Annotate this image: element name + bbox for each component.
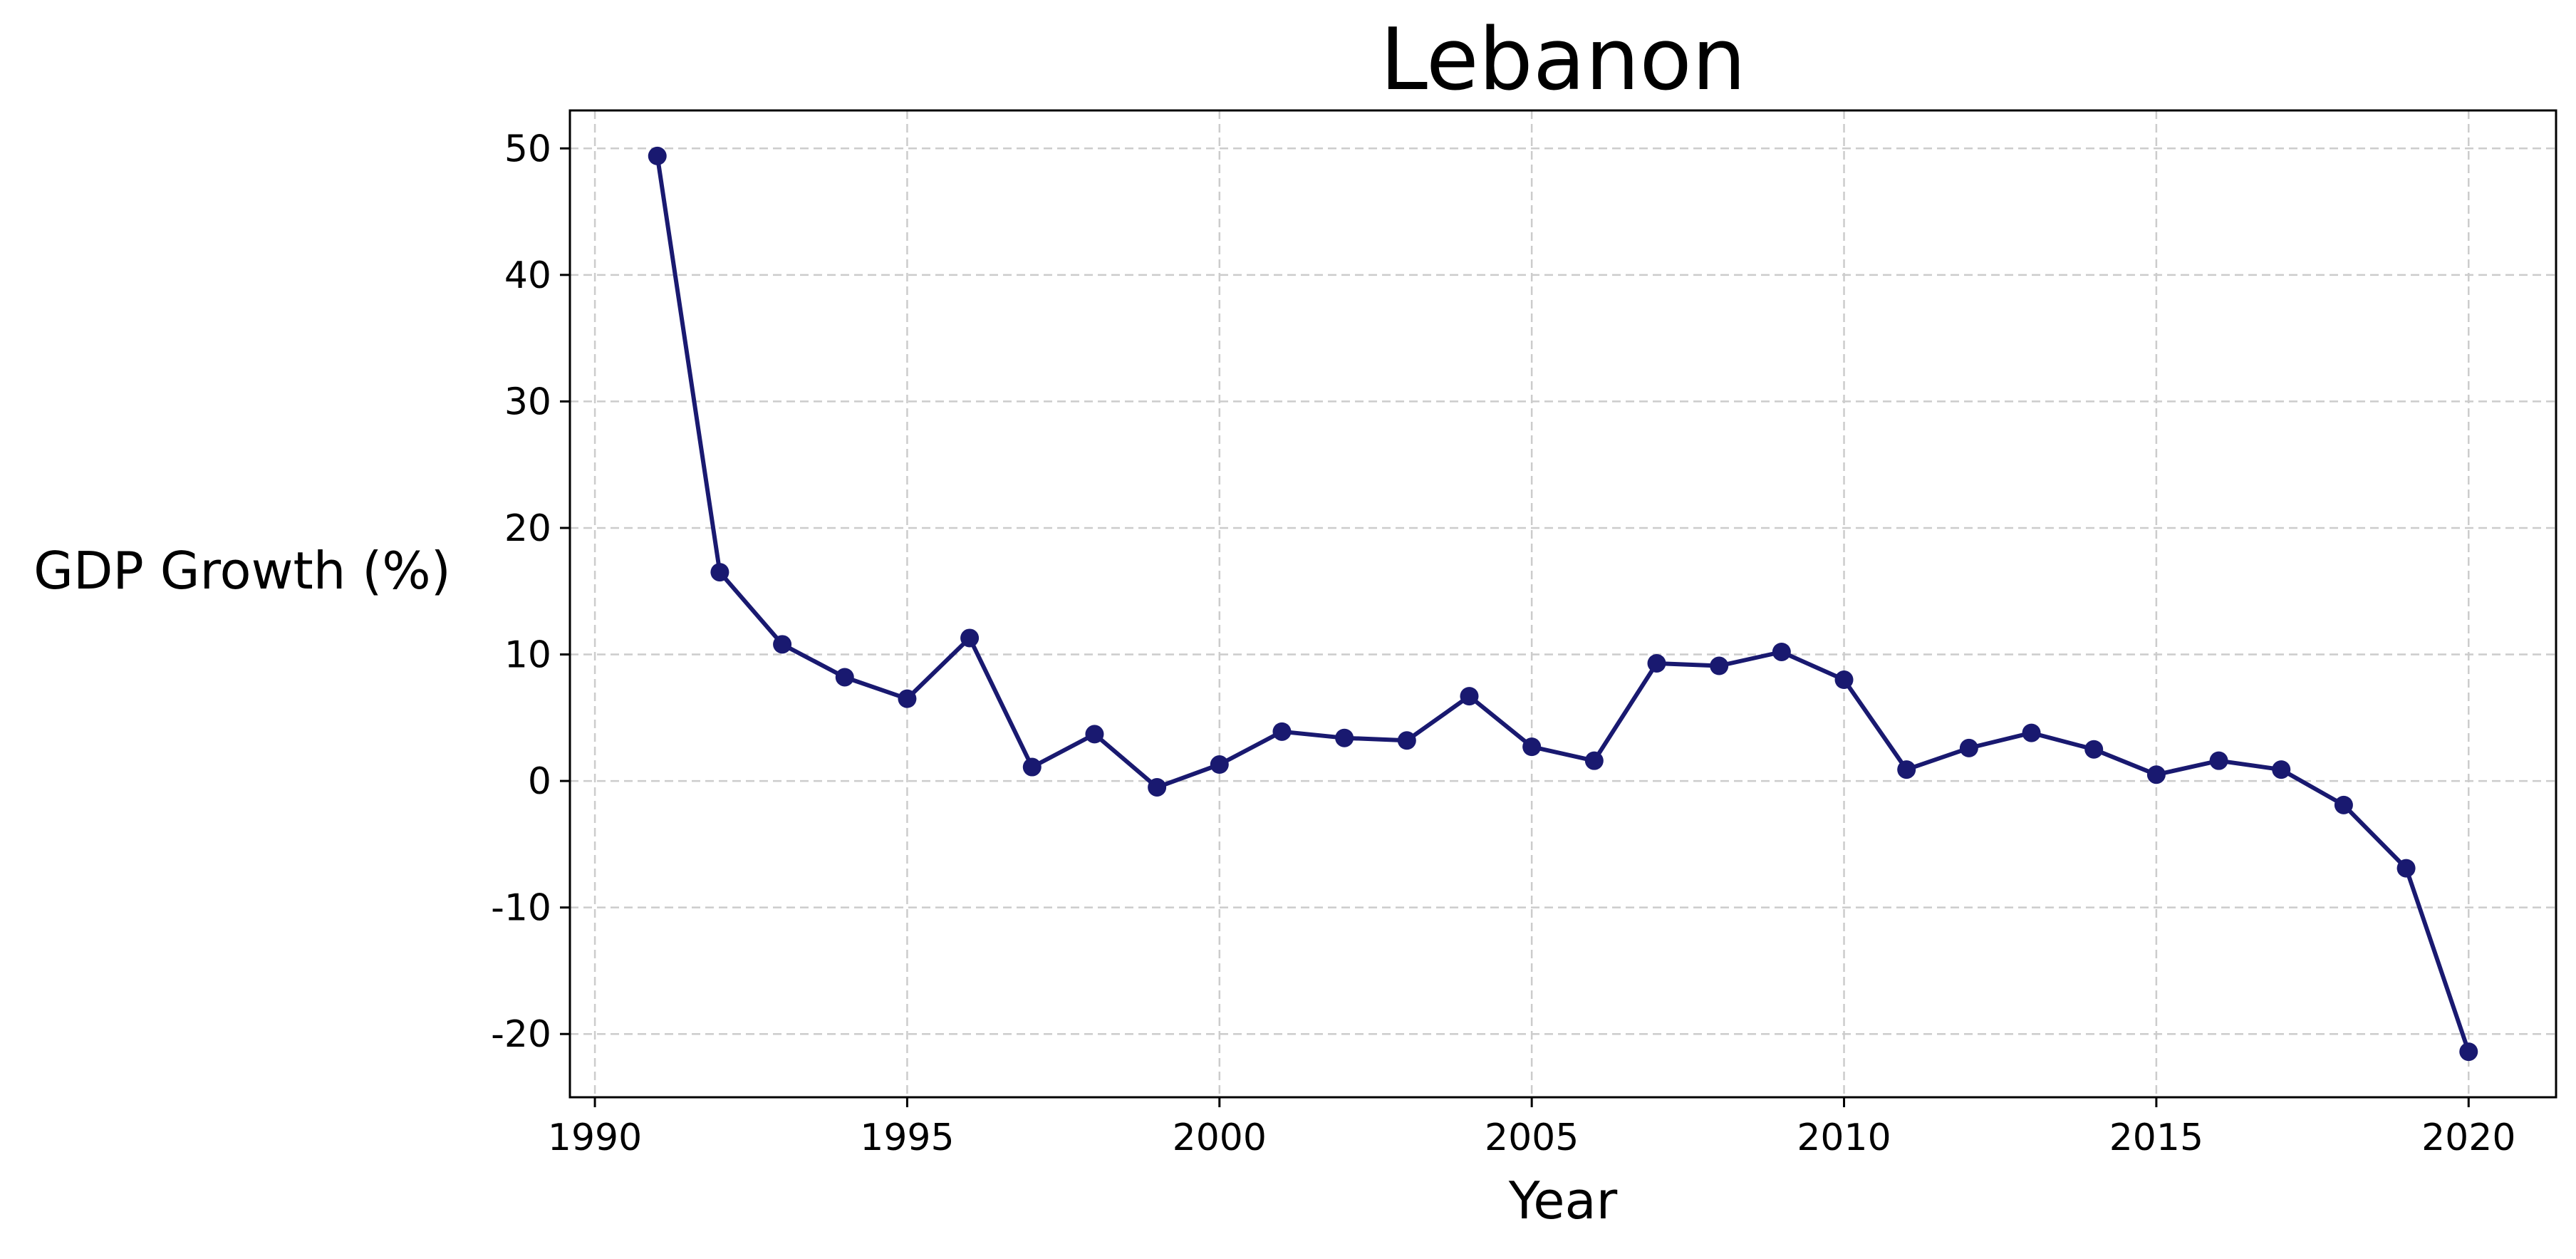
x-axis-label: Year	[1508, 1171, 1618, 1230]
data-point	[1272, 722, 1292, 741]
data-point	[835, 668, 854, 687]
data-point	[1834, 670, 1854, 690]
plot-frame	[568, 109, 2557, 1099]
series-layer	[648, 146, 2478, 1062]
x-tick-label: 2000	[1173, 1116, 1267, 1159]
x-tick-label: 2015	[2109, 1116, 2203, 1159]
grid-layer	[570, 110, 2556, 1097]
y-tick-label: 20	[504, 507, 551, 550]
data-point	[1710, 656, 1729, 675]
data-point	[2272, 760, 2291, 779]
data-point	[1522, 737, 1542, 757]
data-point	[960, 628, 980, 648]
data-point	[1210, 755, 1229, 774]
data-point	[1897, 760, 1916, 779]
data-point	[1584, 751, 1604, 770]
data-point	[1022, 757, 1042, 777]
x-tick-label: 1995	[860, 1116, 954, 1159]
y-tick-label: 40	[504, 254, 551, 297]
y-axis-label: GDP Growth (%)	[33, 541, 451, 601]
data-point	[710, 563, 729, 582]
data-point	[2146, 765, 2166, 784]
data-point	[898, 689, 917, 708]
y-tick-label: 0	[528, 760, 551, 803]
data-point	[1772, 642, 1791, 661]
y-tick-label: -20	[491, 1013, 551, 1056]
tick-layer: 1990 1995 2000 2005 2010 2015 2020 -20 -10 0 10 20 3…	[491, 128, 2515, 1159]
data-point	[1148, 777, 1167, 797]
x-tick-label: 1990	[548, 1116, 642, 1159]
data-point	[1085, 725, 1104, 744]
data-point	[2209, 751, 2228, 770]
data-point	[1647, 653, 1666, 673]
x-tick-label: 2005	[1485, 1116, 1579, 1159]
data-point	[2334, 795, 2353, 814]
y-tick-label: 50	[504, 128, 551, 170]
chart-title: Lebanon	[1380, 11, 1746, 110]
data-point	[1335, 728, 1354, 747]
data-point	[2459, 1042, 2478, 1062]
data-point	[2396, 859, 2416, 878]
y-tick-label: 30	[504, 380, 551, 423]
y-tick-label: 10	[504, 634, 551, 677]
x-tick-label: 2010	[1797, 1116, 1891, 1159]
data-point	[1397, 731, 1416, 750]
y-tick-label: -10	[491, 887, 551, 930]
data-point	[1959, 738, 1978, 757]
series-line	[655, 155, 2471, 1053]
data-point	[648, 146, 667, 165]
data-point	[2022, 723, 2041, 742]
data-point	[773, 635, 792, 654]
data-point	[1460, 687, 1479, 706]
data-point	[2084, 740, 2104, 759]
x-tick-label: 2020	[2421, 1116, 2515, 1159]
